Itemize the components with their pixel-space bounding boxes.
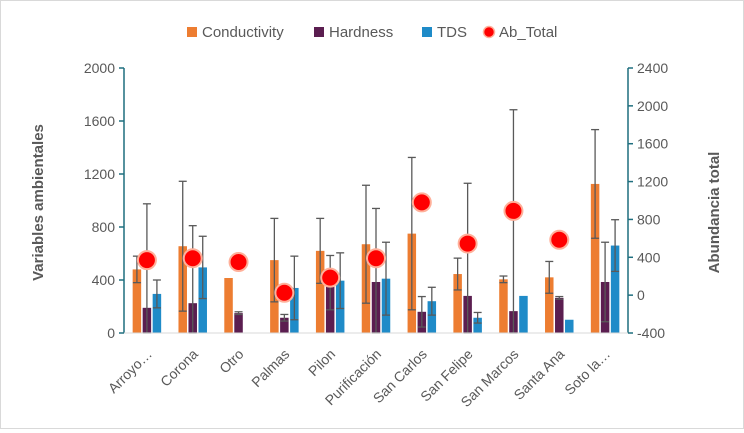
y-tick-label-right: 1200 — [637, 174, 668, 190]
legend-marker-ab-total — [482, 25, 496, 39]
bar-conductivity — [315, 250, 325, 333]
point-ab-total — [411, 192, 432, 213]
legend-label-ab-total: Ab_Total — [499, 24, 557, 41]
bar-tds — [565, 319, 574, 333]
bar-conductivity — [453, 274, 462, 333]
point-ab-total — [182, 248, 203, 269]
y-axis-title-right: Abundancia total — [706, 152, 723, 274]
bar-tds — [610, 245, 620, 333]
y-tick-label-right: 2000 — [637, 98, 668, 114]
y-axis-title-left: Variables ambientales — [30, 124, 47, 281]
bar-tds — [519, 295, 528, 333]
y-tick-label-left: 800 — [92, 219, 116, 235]
x-tick-label: Otro — [216, 346, 247, 377]
bar-tds — [473, 317, 482, 333]
bar-hardness — [234, 313, 243, 333]
x-tick-label: Soto la… — [561, 346, 613, 398]
y-tick-label-right: -400 — [637, 325, 665, 341]
point-ab-total — [228, 252, 249, 273]
point-ab-total — [320, 267, 341, 288]
x-tick-label: Arroyo… — [105, 346, 155, 396]
y-tick-label-left: 1600 — [84, 113, 115, 129]
bar-tds — [198, 267, 207, 333]
point-ab-total — [136, 250, 157, 271]
y-tick-label-left: 1200 — [84, 166, 115, 182]
bar-conductivity — [590, 183, 600, 333]
bar-hardness — [280, 317, 289, 333]
x-tick-label: Palmas — [248, 346, 292, 390]
point-ab-total — [549, 229, 570, 250]
legend-label-hardness: Hardness — [329, 24, 393, 41]
legend-marker-hardness — [314, 27, 324, 37]
point-ab-total — [457, 233, 478, 254]
y-tick-label-right: 0 — [637, 287, 645, 303]
bar-conductivity — [545, 277, 554, 333]
legend-marker-tds — [422, 27, 432, 37]
x-tick-label: Corona — [157, 346, 201, 390]
y-tick-label-right: 400 — [637, 249, 661, 265]
legend-label-tds: TDS — [437, 24, 467, 41]
y-tick-label-right: 800 — [637, 211, 661, 227]
y-tick-label-right: 2400 — [637, 60, 668, 76]
y-tick-label-right: 1600 — [637, 136, 668, 152]
legend-marker-conductivity — [187, 27, 197, 37]
y-tick-label-left: 0 — [107, 325, 115, 341]
point-ab-total — [274, 282, 295, 303]
x-tick-label: Santa Ana — [510, 346, 567, 403]
bar-conductivity — [132, 269, 142, 333]
bar-tds — [427, 301, 437, 333]
bar-tds — [152, 293, 162, 333]
y-tick-label-left: 2000 — [84, 60, 115, 76]
legend-label-conductivity: Conductivity — [202, 24, 284, 41]
y-tick-label-left: 400 — [92, 272, 116, 288]
point-ab-total — [366, 248, 386, 269]
bar-hardness — [555, 297, 564, 333]
bar-conductivity — [499, 279, 508, 333]
point-ab-total — [503, 200, 524, 221]
x-tick-label: Pilon — [305, 346, 338, 379]
bar-conductivity — [224, 278, 233, 333]
